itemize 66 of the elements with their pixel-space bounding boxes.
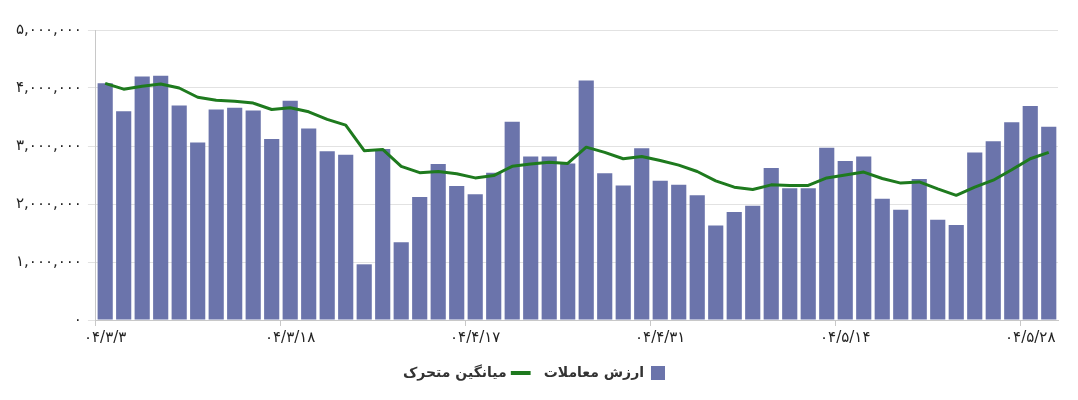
bar [171, 105, 187, 320]
bar [245, 110, 261, 320]
bar [819, 147, 835, 320]
bar [985, 141, 1001, 320]
legend-label: میانگین متحرک [402, 363, 507, 381]
bar [708, 225, 724, 320]
bar [541, 156, 557, 320]
bar [264, 139, 280, 320]
bar [763, 168, 779, 320]
legend-label: ارزش معاملات [543, 363, 645, 380]
bar [930, 219, 946, 320]
bar [1004, 122, 1020, 320]
bar [745, 205, 761, 320]
y-tick-label: ۰ [73, 309, 82, 328]
y-tick-label: ۱,۰۰۰,۰۰۰ [16, 251, 82, 270]
bar [430, 163, 446, 320]
bar [301, 128, 317, 320]
x-tick-label: ۰۴/۴/۱۷ [450, 327, 501, 346]
bar [208, 109, 224, 320]
bar [856, 156, 872, 320]
bar [97, 83, 113, 320]
bar [375, 148, 391, 320]
bar [726, 212, 742, 320]
bar [634, 148, 650, 320]
bar [874, 198, 890, 320]
x-tick-label: ۰۴/۵/۲۸ [1005, 327, 1056, 346]
y-tick-label: ۵,۰۰۰,۰۰۰ [16, 19, 82, 38]
bar [190, 142, 206, 320]
bar [689, 195, 705, 320]
bar [486, 172, 502, 320]
bar [356, 264, 372, 320]
bar [227, 107, 243, 320]
y-tick-label: ۳,۰۰۰,۰۰۰ [16, 135, 82, 154]
y-tick-label: ۲,۰۰۰,۰۰۰ [16, 193, 82, 212]
x-tick-label: ۰۴/۳/۳ [84, 327, 127, 346]
bar [282, 100, 298, 320]
bar [467, 194, 483, 320]
bar [671, 184, 687, 320]
x-tick-label: ۰۴/۴/۳۱ [635, 327, 686, 346]
x-tick-label: ۰۴/۵/۱۴ [820, 327, 871, 346]
bar [893, 209, 909, 320]
bar [1022, 105, 1038, 320]
bar [837, 161, 853, 320]
bar [911, 179, 927, 320]
bar [782, 188, 798, 320]
bar [116, 111, 132, 320]
bar [578, 80, 594, 320]
x-tick-label: ۰۴/۳/۱۸ [265, 327, 316, 346]
bar [560, 163, 576, 320]
bar [504, 121, 520, 320]
bar [523, 156, 539, 320]
bar [338, 154, 354, 320]
bar [948, 224, 964, 320]
bar [134, 76, 150, 320]
bar [615, 185, 631, 320]
bar [412, 197, 428, 320]
bar [153, 75, 169, 320]
bar [652, 180, 668, 320]
bar [967, 152, 983, 320]
bar [449, 186, 465, 320]
bar [800, 188, 816, 320]
bar [597, 173, 613, 320]
bar [393, 242, 409, 320]
bar [319, 151, 335, 320]
bar [1041, 126, 1057, 320]
y-tick-label: ۴,۰۰۰,۰۰۰ [16, 77, 82, 96]
